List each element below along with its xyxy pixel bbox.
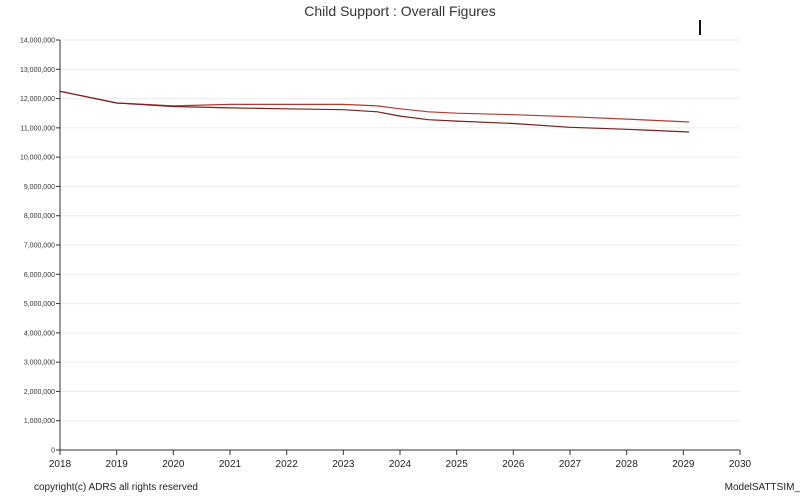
y-tick-label: 10,000,000 xyxy=(20,155,55,162)
y-tick-label: 8,000,000 xyxy=(24,213,55,220)
x-tick-label: 2021 xyxy=(219,459,242,470)
y-tick-label: 0 xyxy=(51,448,55,455)
x-tick-label: 2018 xyxy=(49,459,72,470)
y-tick-label: 11,000,000 xyxy=(20,125,55,132)
y-tick-label: 6,000,000 xyxy=(24,272,55,279)
y-tick-label: 1,000,000 xyxy=(24,418,55,425)
x-tick-label: 2029 xyxy=(672,459,695,470)
series-line-2 xyxy=(59,90,690,133)
x-tick-label: 2030 xyxy=(729,459,752,470)
y-tick-label: 12,000,000 xyxy=(20,96,55,103)
x-tick-label: 2027 xyxy=(559,459,582,470)
x-tick-label: 2028 xyxy=(616,459,639,470)
x-tick-label: 2024 xyxy=(389,459,412,470)
y-tick-label: 5,000,000 xyxy=(24,301,55,308)
grid-lines xyxy=(60,39,740,422)
y-tick-label: 7,000,000 xyxy=(24,243,55,250)
y-tick-label: 13,000,000 xyxy=(20,67,55,74)
y-tick-label: 4,000,000 xyxy=(24,330,55,337)
model-label: ModelSATTSIM_ xyxy=(724,482,800,493)
copyright-text: copyright(c) ADRS all rights reserved xyxy=(34,482,198,493)
x-axis-ticks: 2018 2019 2020 2021 2022 2023 2024 2025 2026 2027… xyxy=(49,450,752,470)
chart-title: Child Support : Overall Figures xyxy=(304,3,496,19)
y-tick-label: 2,000,000 xyxy=(24,389,55,396)
y-tick-label: 9,000,000 xyxy=(24,184,55,191)
x-tick-label: 2022 xyxy=(276,459,299,470)
x-tick-label: 2025 xyxy=(446,459,469,470)
text-cursor-icon xyxy=(699,20,701,35)
series-line-1 xyxy=(59,90,690,123)
y-axis-ticks: 0 1,000,000 2,000,000 3,000,000 4,000,000 5,0… xyxy=(20,38,60,455)
x-tick-label: 2020 xyxy=(162,459,185,470)
series-lines xyxy=(59,90,690,133)
x-tick-label: 2023 xyxy=(332,459,355,470)
x-tick-label: 2026 xyxy=(502,459,525,470)
y-tick-label: 3,000,000 xyxy=(24,360,55,367)
x-tick-label: 2019 xyxy=(106,459,129,470)
y-tick-label: 14,000,000 xyxy=(20,38,55,45)
